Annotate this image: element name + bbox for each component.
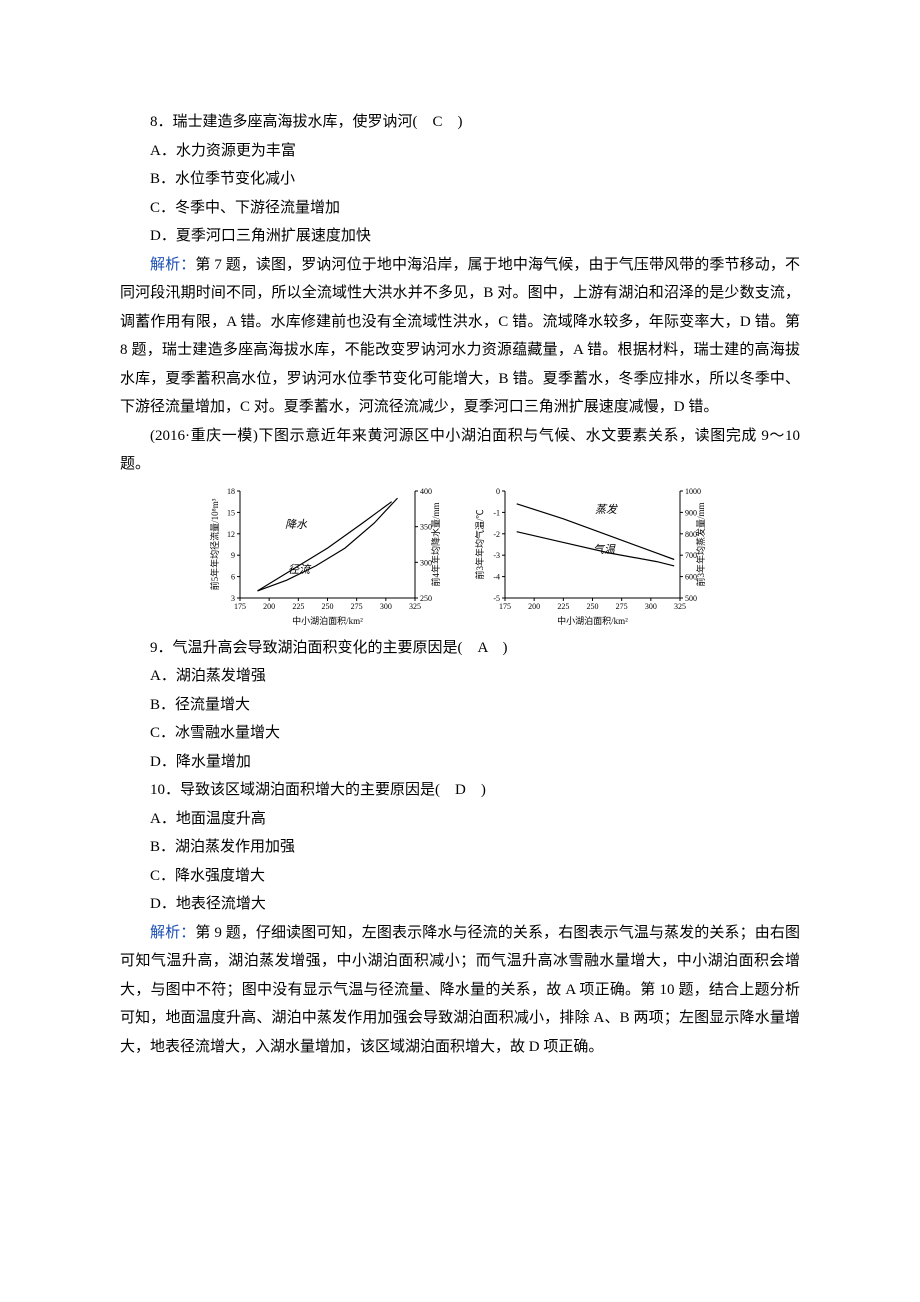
svg-text:250: 250 xyxy=(587,602,599,611)
q8-option-d: D．夏季河口三角洲扩展速度加快 xyxy=(120,222,800,251)
svg-text:-1: -1 xyxy=(493,508,500,517)
svg-text:3: 3 xyxy=(231,594,235,603)
svg-text:15: 15 xyxy=(227,508,235,517)
svg-text:275: 275 xyxy=(351,602,363,611)
q9-option-b: B．径流量增大 xyxy=(120,691,800,720)
question-10-stem: 10．导致该区域湖泊面积增大的主要原因是( D ) xyxy=(120,776,800,805)
q8-suffix: ) xyxy=(443,114,463,130)
svg-text:径流: 径流 xyxy=(288,563,312,576)
q9-option-c: C．冰雪融水量增大 xyxy=(120,719,800,748)
analysis-label-2: 解析： xyxy=(150,925,195,941)
svg-text:300: 300 xyxy=(380,602,392,611)
svg-text:500: 500 xyxy=(685,594,697,603)
q10-option-c: C．降水强度增大 xyxy=(120,862,800,891)
svg-text:325: 325 xyxy=(409,602,421,611)
svg-text:12: 12 xyxy=(227,529,235,538)
q10-option-b: B．湖泊蒸发作用加强 xyxy=(120,833,800,862)
svg-text:-5: -5 xyxy=(493,594,500,603)
q9-suffix: ) xyxy=(488,640,508,656)
q9-option-a: A．湖泊蒸发增强 xyxy=(120,662,800,691)
q10-suffix: ) xyxy=(466,782,486,798)
q9-prefix: 9．气温升高会导致湖泊面积变化的主要原因是( xyxy=(150,640,478,656)
svg-text:气温: 气温 xyxy=(593,543,616,556)
chart-left: 1752002252502753003253691215182503003504… xyxy=(210,483,445,628)
svg-text:中小湖泊面积/km²: 中小湖泊面积/km² xyxy=(292,615,363,626)
svg-text:9: 9 xyxy=(231,551,235,560)
analysis-label: 解析： xyxy=(150,257,195,273)
analysis-7-8-text: 第 7 题，读图，罗讷河位于地中海沿岸，属于地中海气候，由于气压带风带的季节移动… xyxy=(120,257,800,416)
svg-text:275: 275 xyxy=(616,602,628,611)
svg-text:蒸发: 蒸发 xyxy=(595,503,618,516)
q10-option-d: D．地表径流增大 xyxy=(120,890,800,919)
svg-text:300: 300 xyxy=(645,602,657,611)
svg-text:400: 400 xyxy=(420,487,432,496)
chart-right: 175200225250275300325-5-4-3-2-1050060070… xyxy=(475,483,710,628)
svg-text:225: 225 xyxy=(292,602,304,611)
q8-option-c: C．冬季中、下游径流量增加 xyxy=(120,194,800,223)
svg-text:6: 6 xyxy=(231,572,235,581)
q9-option-d: D．降水量增加 xyxy=(120,748,800,777)
svg-text:1000: 1000 xyxy=(685,487,701,496)
svg-text:中小湖泊面积/km²: 中小湖泊面积/km² xyxy=(557,615,628,626)
svg-text:250: 250 xyxy=(420,594,432,603)
svg-text:-3: -3 xyxy=(493,551,500,560)
svg-text:175: 175 xyxy=(234,602,246,611)
question-9-stem: 9．气温升高会导致湖泊面积变化的主要原因是( A ) xyxy=(120,634,800,663)
q10-prefix: 10．导致该区域湖泊面积增大的主要原因是( xyxy=(150,782,455,798)
svg-text:前3年年均气温/℃: 前3年年均气温/℃ xyxy=(475,509,485,579)
svg-text:200: 200 xyxy=(528,602,540,611)
question-8-stem: 8．瑞士建造多座高海拔水库，使罗讷河( C ) xyxy=(120,108,800,137)
q9-answer: A xyxy=(478,640,488,656)
svg-text:前4年年均降水量/mm: 前4年年均降水量/mm xyxy=(430,502,441,586)
svg-text:250: 250 xyxy=(322,602,334,611)
svg-text:-2: -2 xyxy=(493,529,500,538)
analysis-9-10-text: 第 9 题，仔细读图可知，左图表示降水与径流的关系，右图表示气温与蒸发的关系；由… xyxy=(120,925,800,1055)
q8-option-b: B．水位季节变化减小 xyxy=(120,165,800,194)
svg-text:325: 325 xyxy=(674,602,686,611)
q8-prefix: 8．瑞士建造多座高海拔水库，使罗讷河( xyxy=(150,114,433,130)
svg-text:18: 18 xyxy=(227,487,235,496)
svg-text:降水: 降水 xyxy=(285,518,308,531)
svg-text:前5年年均径流量/10⁸m³: 前5年年均径流量/10⁸m³ xyxy=(210,498,220,590)
svg-text:200: 200 xyxy=(263,602,275,611)
intro-9-10: (2016·重庆一模)下图示意近年来黄河源区中小湖泊面积与气候、水文要素关系，读… xyxy=(120,422,800,479)
analysis-7-8: 解析：第 7 题，读图，罗讷河位于地中海沿岸，属于地中海气候，由于气压带风带的季… xyxy=(120,251,800,422)
q10-answer: D xyxy=(455,782,466,798)
charts-container: 1752002252502753003253691215182503003504… xyxy=(120,483,800,628)
svg-text:前3年年均蒸发量/mm: 前3年年均蒸发量/mm xyxy=(695,502,706,586)
svg-text:-4: -4 xyxy=(493,572,500,581)
q8-answer: C xyxy=(433,114,443,130)
svg-text:0: 0 xyxy=(496,487,500,496)
q10-option-a: A．地面温度升高 xyxy=(120,805,800,834)
svg-text:225: 225 xyxy=(557,602,569,611)
analysis-9-10: 解析：第 9 题，仔细读图可知，左图表示降水与径流的关系，右图表示气温与蒸发的关… xyxy=(120,919,800,1062)
q8-option-a: A．水力资源更为丰富 xyxy=(120,137,800,166)
svg-text:175: 175 xyxy=(499,602,511,611)
